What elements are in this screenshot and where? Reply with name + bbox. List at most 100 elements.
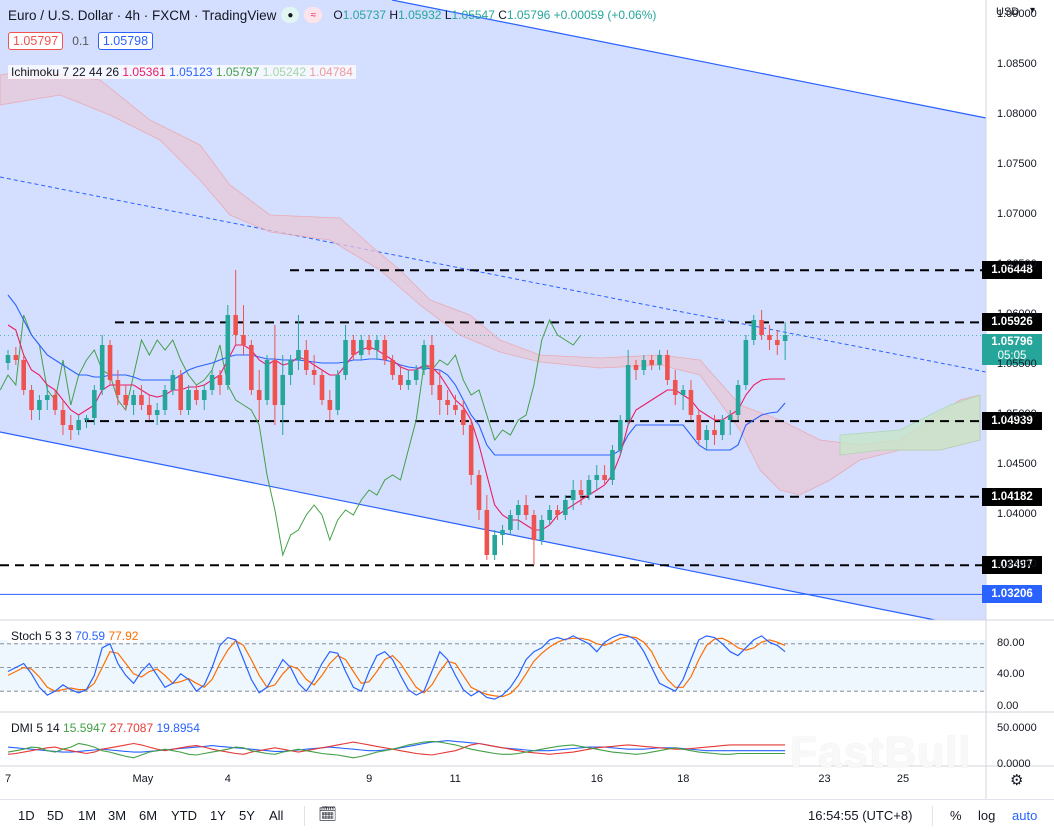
currency-dropdown-icon[interactable]: ▾ (1030, 5, 1036, 16)
dmi-tick-label: 0.0000 (997, 758, 1031, 770)
candle-body (44, 395, 50, 400)
candle-body (594, 475, 600, 480)
auto-toggle[interactable]: auto (1012, 808, 1038, 823)
price-tick-label: 1.08000 (997, 108, 1037, 120)
candle-body (657, 355, 662, 365)
candle-body (476, 475, 482, 510)
candle-body (280, 375, 286, 405)
range-button-1d[interactable]: 1D (18, 808, 35, 823)
level-price-tag: 1.04939 (982, 412, 1042, 431)
price-tick-label: 1.07000 (997, 208, 1037, 220)
close-label: C (498, 8, 507, 22)
candle-body (264, 360, 270, 400)
candle-body (123, 395, 129, 405)
candle-body (351, 340, 356, 355)
symbol-title[interactable]: Euro / U.S. Dollar · 4h · FXCM · Trading… (8, 7, 277, 23)
candle-body (139, 395, 144, 405)
watermark-logo: FastBull (790, 728, 972, 777)
candle-body (154, 410, 160, 415)
candle-body (147, 405, 152, 415)
stoch-legend[interactable]: Stoch 5 3 3 70.59 77.92 (8, 629, 142, 643)
high-label: H (389, 8, 399, 22)
level-price-tag: 1.05926 (982, 313, 1042, 332)
stoch-k-value: 70.59 (75, 629, 106, 643)
candle-body (720, 420, 725, 435)
candle-body (413, 370, 419, 380)
log-toggle[interactable]: log (978, 808, 996, 823)
candle-body (570, 490, 576, 500)
stoch-tick-label: 80.00 (997, 636, 1025, 649)
candle-body (319, 375, 325, 400)
candle-body (704, 430, 709, 440)
level-price-tag: 1.03206 (982, 585, 1042, 604)
price-tick-label: 1.08500 (997, 58, 1037, 70)
candle-body (225, 315, 231, 385)
candle-body (52, 395, 58, 410)
clock-label[interactable]: 16:54:55 (UTC+8) (808, 808, 913, 823)
stoch-k-line (7, 633, 786, 700)
range-button-ytd[interactable]: YTD (171, 808, 197, 823)
range-button-1m[interactable]: 1M (78, 808, 97, 823)
ichimoku-legend[interactable]: Ichimoku 7 22 44 26 1.05361 1.05123 1.05… (8, 65, 356, 79)
candle-body (5, 355, 11, 363)
candle-body (201, 390, 207, 400)
time-tick-label: 4 (224, 773, 231, 785)
currency-label[interactable]: USD (996, 6, 1020, 18)
candle-body (688, 390, 694, 415)
range-button-6m[interactable]: 6M (139, 808, 158, 823)
candle-body (531, 515, 537, 540)
price-tick-label: 1.09000 (997, 8, 1037, 20)
candle-body (767, 335, 772, 340)
range-button-1y[interactable]: 1Y (210, 808, 226, 823)
gear-icon[interactable]: ⚙ (1010, 772, 1024, 789)
trade-buttons: 1.05797 0.1 1.05798 (8, 32, 154, 50)
candle-body (76, 420, 81, 430)
sell-button[interactable]: 1.05797 (8, 32, 64, 50)
candle-body (29, 390, 34, 410)
ichimoku-tenkan-value: 1.05361 (122, 65, 166, 79)
calendar-icon[interactable]: 🗓 (318, 806, 338, 823)
candle-body (492, 535, 497, 555)
candle-body (665, 355, 670, 380)
candle-body (625, 365, 631, 420)
candle-body (107, 345, 113, 380)
buy-button[interactable]: 1.05798 (97, 32, 154, 50)
candle-body (696, 415, 702, 440)
range-button-3m[interactable]: 3M (108, 808, 127, 823)
candle-body (288, 360, 293, 375)
range-button-all[interactable]: All (269, 808, 284, 823)
price-tick-label: 1.07500 (997, 158, 1037, 170)
candle-body (782, 335, 788, 341)
candle-body (484, 510, 490, 555)
candle-body (735, 385, 741, 415)
candle-body (743, 340, 749, 385)
ichimoku-tenkan-line (7, 324, 786, 531)
candle-body (343, 340, 348, 375)
time-tick-label: 7 (5, 773, 12, 785)
candle-countdown: 05:05 (997, 350, 1027, 362)
low-value: 1.05547 (451, 8, 495, 22)
change-value: +0.00059 (+0.06%) (553, 8, 657, 22)
candle-body (256, 390, 262, 400)
percent-toggle[interactable]: % (950, 808, 962, 823)
channel-upper-line (391, 0, 987, 119)
channel-fill (0, 0, 986, 630)
candle-body (115, 380, 121, 395)
ichimoku-span-a-value: 1.05242 (262, 65, 307, 79)
candle-body (500, 530, 505, 535)
time-tick-label: 9 (366, 773, 373, 785)
dmi-legend[interactable]: DMI 5 14 15.5947 27.7087 19.8954 (8, 721, 203, 735)
candle-body (453, 405, 458, 410)
time-tick-label: 25 (896, 773, 910, 785)
range-button-5d[interactable]: 5D (47, 808, 64, 823)
candle-body (241, 335, 246, 345)
candle-body (358, 340, 364, 355)
candle-body (398, 375, 403, 385)
range-button-5y[interactable]: 5Y (239, 808, 255, 823)
candle-body (382, 340, 388, 360)
close-value: 1.05796 (506, 8, 551, 22)
stoch-name: Stoch 5 3 3 (11, 629, 72, 643)
candle-body (602, 475, 607, 480)
time-tick-label: 18 (677, 773, 690, 785)
